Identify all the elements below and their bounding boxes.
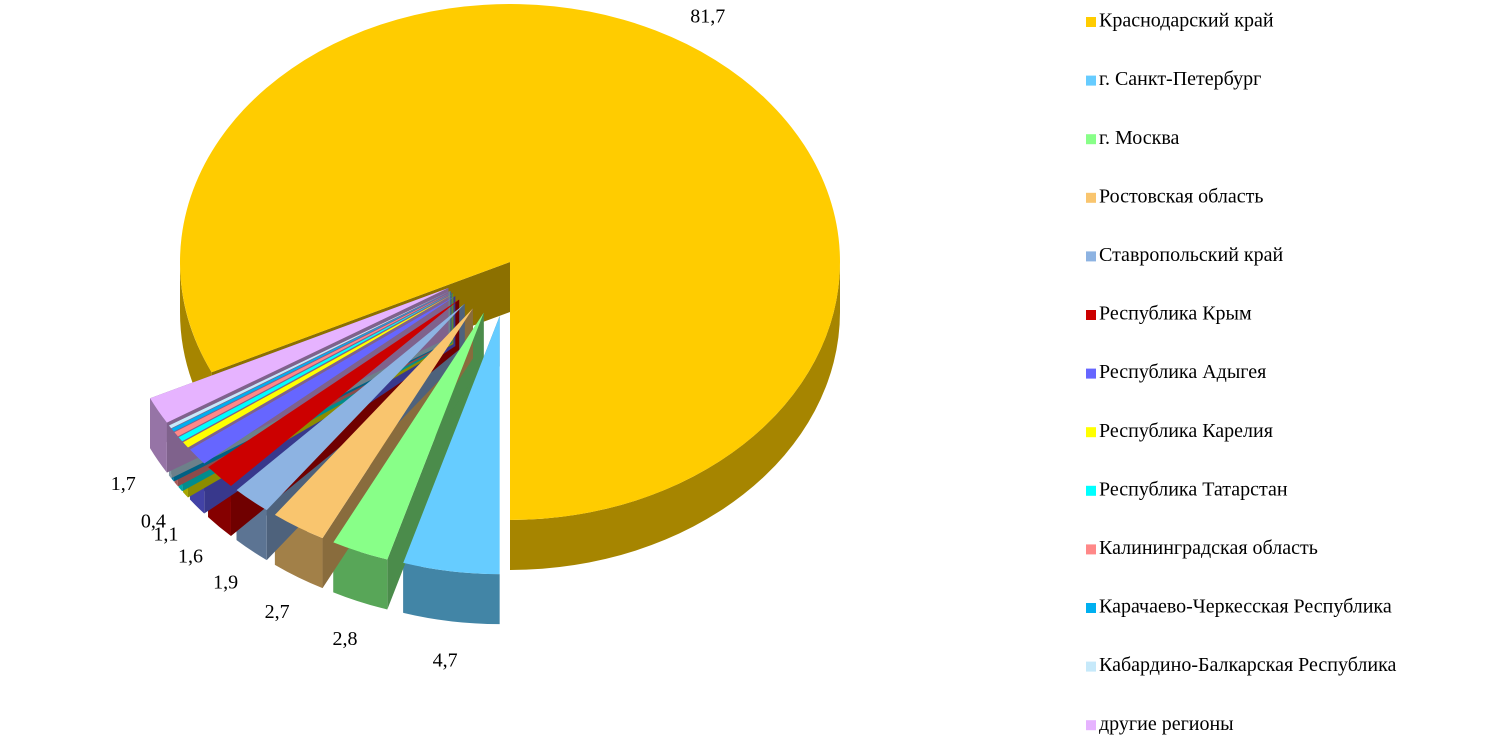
legend-swatch: [1086, 75, 1096, 86]
pie-slice: [189, 296, 456, 464]
pie-slice: [236, 303, 465, 511]
data-label: 1,1: [153, 524, 178, 546]
legend-swatch: [1086, 17, 1096, 27]
pie-slice: [174, 292, 452, 437]
legend-label: Кабардино-Балкарская Республика: [1099, 654, 1396, 676]
legend-swatch: [1086, 134, 1096, 145]
legend-label: Краснодарский край: [1099, 10, 1274, 32]
legend-swatch: [1086, 603, 1096, 613]
legend-swatch: [1086, 544, 1096, 555]
pie-slice: [208, 299, 460, 487]
data-label: 2,8: [332, 628, 357, 650]
legend-label: г. Москва: [1099, 127, 1180, 149]
data-label: 1,9: [213, 572, 238, 594]
legend-label: Карачаево-Черкесская Республика: [1099, 596, 1392, 618]
legend-swatch: [1086, 661, 1096, 672]
pie-slice: [274, 308, 473, 539]
data-label: 0,4: [141, 511, 166, 533]
legend-swatch: [1086, 310, 1096, 320]
legend-label: Республика Татарстан: [1099, 478, 1288, 500]
legend-swatch: [1086, 720, 1096, 731]
data-label: 1,7: [111, 473, 136, 495]
legend-label: г. Санкт-Петербург: [1099, 68, 1261, 90]
slice-wall: [403, 562, 500, 625]
slice-wall: [333, 542, 388, 610]
slice-wall: [150, 398, 167, 473]
pie-slice: [150, 288, 449, 423]
legend-swatch: [1086, 485, 1096, 496]
pie-slice: [403, 316, 500, 575]
data-label: 4,7: [433, 650, 458, 672]
legend-label: другие регионы: [1099, 713, 1234, 735]
pie-slice: [333, 312, 484, 560]
legend-label: Республика Карелия: [1099, 420, 1273, 442]
data-label: 81,7: [690, 5, 725, 27]
legend-swatch: [1086, 427, 1096, 438]
legend-swatch: [1086, 368, 1096, 379]
data-label: 2,7: [265, 601, 290, 623]
legend-label: Республика Крым: [1099, 303, 1252, 325]
legend-swatch: [1086, 192, 1096, 203]
pie-slice: [180, 4, 841, 521]
legend-swatch: [1086, 251, 1096, 262]
legend-label: Ростовская область: [1099, 185, 1263, 207]
pie-slice: [171, 291, 451, 432]
legend-label: Ставропольский край: [1099, 244, 1284, 266]
legend-label: Калининградская область: [1099, 537, 1318, 559]
slice-wall: [510, 262, 840, 570]
legend-label: Республика Адыгея: [1099, 361, 1266, 383]
pie-slice: [168, 290, 451, 429]
pie-slice: [183, 294, 454, 448]
data-label: 1,6: [178, 546, 203, 568]
pie-slice: [178, 293, 453, 442]
